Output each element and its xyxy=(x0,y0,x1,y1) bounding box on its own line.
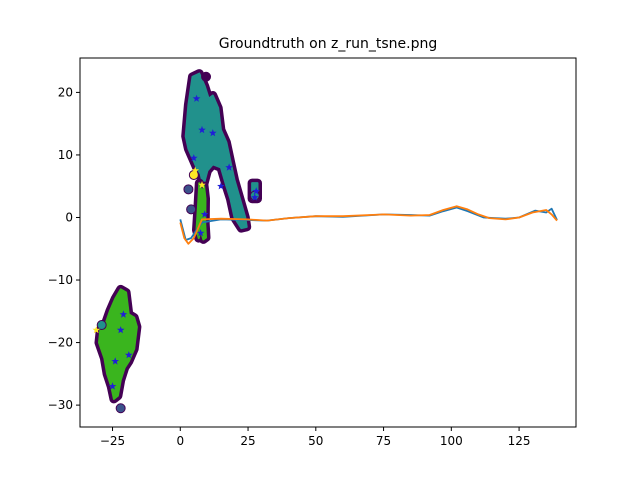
axes: −25 0 25 50 75 100 125 −30 −20 −10 0 10 20 xyxy=(48,57,577,448)
scatter-point xyxy=(201,71,212,82)
y-tick-label: −30 xyxy=(48,398,73,412)
x-tick-label: 50 xyxy=(308,434,323,448)
star-marker xyxy=(209,129,217,137)
y-tick-label: 0 xyxy=(65,210,73,224)
y-tick-label: 20 xyxy=(58,85,73,99)
x-tick-label: 25 xyxy=(240,434,255,448)
star-marker xyxy=(200,210,209,218)
star-marker xyxy=(252,187,260,195)
axes-frame xyxy=(79,57,577,428)
star-marker xyxy=(116,326,125,334)
y-tick-label: 10 xyxy=(58,148,73,162)
x-tick-label: 75 xyxy=(376,434,391,448)
series-line-1 xyxy=(179,205,558,245)
star-marker xyxy=(191,166,199,174)
star-marker xyxy=(217,182,225,190)
plot-inner xyxy=(92,69,558,414)
x-tick-label: 0 xyxy=(176,434,184,448)
star-marker xyxy=(190,154,198,162)
chart-title: Groundtruth on z_run_tsne.png xyxy=(219,36,438,52)
x-tick-label: −25 xyxy=(100,434,125,448)
star-marker xyxy=(251,193,259,201)
star-marker xyxy=(125,351,133,359)
x-tick-label: 100 xyxy=(440,434,463,448)
star-marker xyxy=(111,357,119,365)
scatter-point xyxy=(186,204,197,215)
x-tick-label: 125 xyxy=(508,434,531,448)
star-marker xyxy=(92,326,101,334)
y-tick-label: −20 xyxy=(48,336,73,350)
scatter-point xyxy=(115,403,126,414)
star-marker xyxy=(225,163,233,171)
star-marker xyxy=(198,181,206,189)
star-marker xyxy=(119,310,128,318)
scatter-point xyxy=(96,320,107,331)
star-marker xyxy=(196,229,205,237)
star-marker xyxy=(198,125,206,134)
y-tick-label: −10 xyxy=(48,273,73,287)
star-marker xyxy=(108,382,117,390)
scatter-point xyxy=(183,184,194,195)
plot-area xyxy=(92,69,558,414)
star-marker xyxy=(192,94,201,102)
